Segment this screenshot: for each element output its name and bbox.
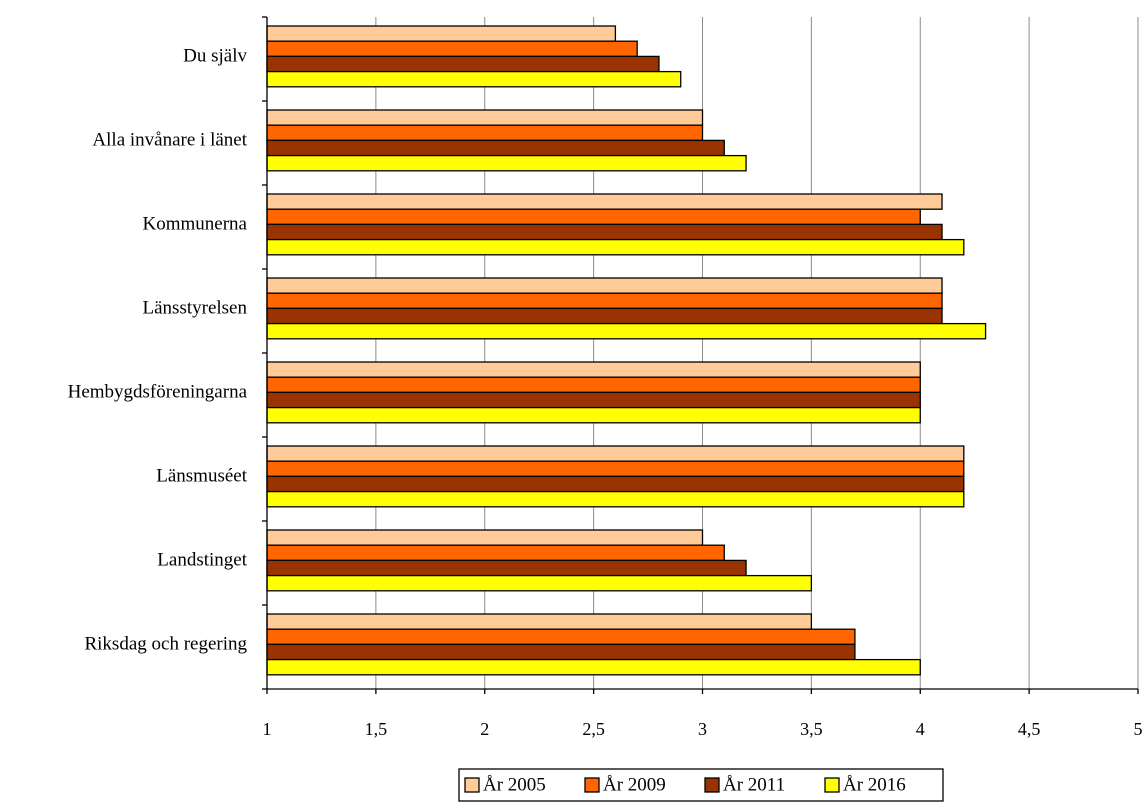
legend-label: År 2011 — [723, 774, 785, 795]
bar — [266, 322, 987, 340]
bar — [266, 40, 638, 58]
legend-swatch — [584, 777, 600, 793]
x-tick-label: 2,5 — [582, 719, 605, 739]
bar — [266, 277, 943, 294]
category-label: Du själv — [183, 45, 247, 66]
bar — [266, 391, 921, 409]
bar — [266, 307, 943, 325]
legend-box — [458, 768, 944, 802]
bar — [266, 292, 943, 310]
bar — [266, 490, 965, 508]
tick-labels: 1 1,5 2 2,5 3 3,5 4 4,5 5 — [263, 719, 1143, 739]
legend-swatch — [704, 777, 720, 793]
bar — [266, 559, 747, 577]
category-labels: Du själv Alla invånare i länet Kommunerna L… — [68, 45, 248, 654]
bar — [266, 628, 856, 646]
axes — [262, 16, 1139, 694]
bar — [266, 613, 813, 630]
bar — [266, 193, 943, 210]
bar — [266, 643, 856, 661]
bar — [266, 406, 921, 424]
bar — [266, 208, 921, 226]
x-tick-label: 4 — [916, 719, 925, 739]
bar — [266, 445, 965, 462]
legend: År 2005 År 2009 År 2011 År 2016 — [458, 768, 944, 802]
bar — [266, 658, 921, 676]
bar — [266, 529, 704, 546]
bar — [266, 25, 617, 42]
bar — [266, 55, 660, 73]
bar — [266, 124, 704, 142]
bar — [266, 109, 704, 126]
category-label: Alla invånare i länet — [92, 129, 247, 150]
bar — [266, 223, 943, 241]
x-tick-label: 3 — [698, 719, 707, 739]
bar — [266, 361, 921, 378]
category-label: Kommunerna — [143, 213, 248, 234]
bar — [266, 70, 682, 88]
bar — [266, 475, 965, 493]
legend-swatch — [824, 777, 840, 793]
x-tick-label: 4,5 — [1018, 719, 1041, 739]
legend-swatch — [464, 777, 480, 793]
x-tick-label: 5 — [1134, 719, 1143, 739]
category-label: Riksdag och regering — [84, 633, 247, 654]
x-tick-label: 1,5 — [365, 719, 388, 739]
legend-label: År 2009 — [603, 774, 666, 795]
x-tick-label: 3,5 — [800, 719, 823, 739]
x-tick-label: 1 — [263, 719, 272, 739]
category-label: Landstinget — [157, 549, 247, 570]
bar — [266, 154, 747, 172]
bar — [266, 238, 965, 256]
legend-label: År 2016 — [843, 774, 906, 795]
bar — [266, 139, 725, 157]
bar — [266, 544, 725, 562]
category-label: Länsstyrelsen — [143, 297, 248, 318]
bar — [266, 376, 921, 394]
bar — [266, 460, 965, 478]
category-label: Länsmuséet — [156, 465, 247, 486]
category-label: Hembygdsföreningarna — [68, 381, 248, 402]
bar — [266, 574, 813, 592]
bars — [266, 25, 987, 676]
x-tick-label: 2 — [480, 719, 489, 739]
legend-label: År 2005 — [483, 774, 546, 795]
